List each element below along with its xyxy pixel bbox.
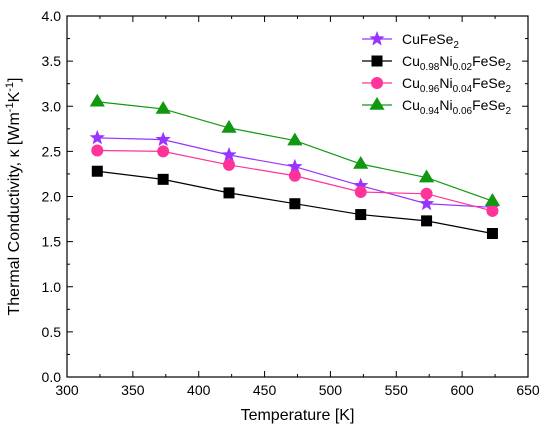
legend: CuFeSe2Cu0.98Ni0.02FeSe2Cu0.96Ni0.04FeSe… <box>362 31 512 117</box>
y-tick-label: 0.5 <box>42 324 62 340</box>
y-tick-label: 3.5 <box>42 53 62 69</box>
x-tick-label: 500 <box>319 382 343 398</box>
legend-label: Cu0.98Ni0.02FeSe2 <box>402 53 512 73</box>
y-tick-label: 1.5 <box>42 234 62 250</box>
legend-entry: Cu0.98Ni0.02FeSe2 <box>362 53 512 73</box>
y-tick-label: 2.0 <box>42 189 62 205</box>
legend-label: Cu0.94Ni0.06FeSe2 <box>402 97 512 117</box>
y-axis-title: Thermal Conductivity, κ [Wm-1K-1] <box>4 78 23 316</box>
data-point <box>353 156 369 169</box>
y-axis-title-exp2: -1 <box>4 82 16 92</box>
x-tick-label: 600 <box>450 382 474 398</box>
y-tick-label: 0.0 <box>42 369 62 385</box>
data-point <box>484 193 501 206</box>
data-point <box>89 93 105 107</box>
y-tick-label: 2.5 <box>42 143 62 159</box>
y-tick-label: 3.0 <box>42 98 62 114</box>
data-point <box>91 165 103 177</box>
data-point <box>421 215 433 227</box>
data-point <box>289 198 301 210</box>
x-tick-label: 450 <box>253 382 277 398</box>
data-point <box>91 144 104 157</box>
y-axis-title-suffix: ] <box>6 78 23 82</box>
data-point <box>223 158 236 171</box>
data-point <box>418 195 435 211</box>
x-axis-title: Temperature [K] <box>241 407 355 424</box>
data-point <box>486 228 498 240</box>
y-tick-label: 4.0 <box>42 8 62 24</box>
data-point <box>288 169 301 182</box>
y-axis-title-exp1: -1 <box>4 102 16 112</box>
data-point <box>486 204 499 217</box>
x-tick-label: 400 <box>187 382 211 398</box>
x-axis: 300 350 400 450 500 550 600 650 <box>55 16 540 398</box>
series-2 <box>91 165 498 240</box>
legend-marker <box>369 97 385 110</box>
legend-marker <box>371 55 383 67</box>
legend-marker <box>371 77 383 89</box>
data-point <box>287 158 303 174</box>
data-point <box>420 187 433 200</box>
legend-entry: Cu0.94Ni0.06FeSe2 <box>362 97 512 117</box>
x-tick-label: 550 <box>385 382 409 398</box>
series-layer <box>89 93 501 240</box>
legend-label: Cu0.96Ni0.04FeSe2 <box>402 75 512 95</box>
x-tick-label: 350 <box>121 382 145 398</box>
data-point <box>221 119 237 133</box>
y-axis-title-prefix: Thermal Conductivity, κ [Wm <box>6 112 23 315</box>
y-tick-label: 1.0 <box>42 279 62 295</box>
data-point <box>89 129 105 145</box>
data-point <box>157 145 170 158</box>
data-point <box>223 187 235 199</box>
data-point <box>157 173 169 185</box>
series-4 <box>89 93 501 206</box>
data-point <box>418 169 435 183</box>
data-point <box>354 185 367 198</box>
data-point <box>155 100 171 114</box>
legend-marker <box>369 31 385 46</box>
data-point <box>287 132 303 146</box>
data-point <box>155 131 171 147</box>
legend-label: CuFeSe2 <box>402 31 459 51</box>
legend-entry: Cu0.96Ni0.04FeSe2 <box>362 75 512 95</box>
series-3 <box>91 144 499 217</box>
y-axis: 0.0 0.5 1.0 1.5 2.0 2.5 3.0 3.5 4.0 <box>42 8 528 385</box>
x-tick-label: 300 <box>55 382 79 398</box>
data-point <box>355 209 367 221</box>
legend-entry: CuFeSe2 <box>362 31 459 51</box>
y-axis-title-mid: K <box>6 91 23 102</box>
data-point <box>353 177 369 193</box>
x-tick-label: 650 <box>516 382 540 398</box>
data-point <box>221 146 237 162</box>
